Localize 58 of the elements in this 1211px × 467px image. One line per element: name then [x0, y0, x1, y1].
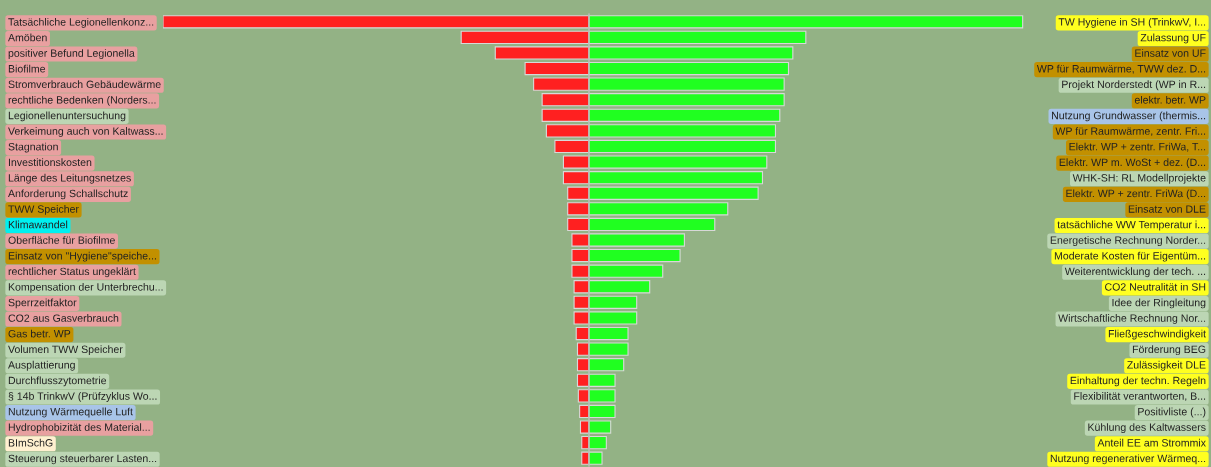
- y-tick-label: Elektr. WP m. WoSt + dez. (D...: [1059, 158, 1206, 169]
- y-tick-label: Klimawandel: [8, 220, 68, 229]
- y-tick-label: Steuerung steuerbarer Lasten...: [8, 454, 157, 465]
- y-tick-label: CO2 aus Gasverbrauch: [8, 314, 119, 322]
- y-tick-label: Nutzung regenerativer Wärmeq...: [1050, 454, 1206, 465]
- y-tick-label: Anforderung Schallschutz: [8, 189, 128, 200]
- y-tick-label: Tatsächliche Legionellenkonz...: [8, 17, 154, 28]
- y-tick-label: tatsächliche WW Temperatur i...: [1057, 220, 1206, 231]
- y-tick-label: BImSchG: [8, 438, 53, 447]
- y-tick-label: WP für Raumwärme, zentr. Fri...: [1055, 127, 1206, 137]
- y-tick-label: Länge des Leitungsnetzes: [8, 173, 131, 184]
- y-tick-label: Stromverbrauch Gebäudewärme: [8, 80, 161, 89]
- y-tick-label: Flexibilität verantworten, B...: [1074, 392, 1206, 402]
- y-tick-label: Positivliste (...): [1138, 407, 1206, 418]
- y-tick-label: § 14b TrinkwV (Prüfzyklus Wo...: [8, 392, 157, 402]
- y-tick-label: Idee der Ringleitung: [1112, 298, 1206, 309]
- y-tick-label: Kompensation der Unterbrechu...: [8, 282, 163, 293]
- y-tick-label: CO2 Neutralität in SH: [1105, 282, 1206, 291]
- y-tick-label: Oberfläche für Biofilme: [8, 236, 115, 244]
- y-tick-label: Hydrophobizität des Material...: [8, 423, 150, 434]
- y-tick-label: Sperrzeitfaktor: [8, 298, 77, 309]
- y-tick-label: Fließgeschwindigkeit: [1108, 329, 1206, 340]
- y-tick-label: Einsatz von DLE: [1128, 205, 1206, 213]
- y-tick-label: Kühlung des Kaltwassers: [1088, 423, 1206, 434]
- y-tick-label: Moderate Kosten für Eigentüm...: [1054, 251, 1206, 262]
- y-tick-label: Biofilme: [8, 64, 46, 73]
- y-tick-label: Weiterentwicklung der tech. ...: [1064, 267, 1206, 278]
- y-tick-label: Förderung BEG: [1132, 345, 1206, 356]
- y-tick-label: Anteil EE am Strommix: [1097, 438, 1206, 447]
- y-tick-label: Energetische Rechnung Norder...: [1050, 236, 1206, 247]
- y-tick-label: Investitionskosten: [8, 158, 92, 166]
- y-tick-label: WHK-SH: RL Modellprojekte: [1072, 173, 1206, 184]
- y-tick-label: Amöben: [8, 33, 47, 42]
- y-tick-label: WP für Raumwärme, TWW dez. D...: [1036, 64, 1206, 74]
- y-tick-label: Gas betr. WP: [8, 329, 71, 338]
- y-tick-label: rechtliche Bedenken (Norders...: [8, 95, 156, 106]
- y-tick-label: rechtlicher Status ungeklärt: [8, 267, 136, 278]
- y-tick-label: Elektr. WP + zentr. FriWa, T...: [1069, 142, 1206, 152]
- y-tick-label: positiver Befund Legionella: [8, 49, 135, 59]
- y-tick-label: Einhaltung der techn. Regeln: [1070, 376, 1206, 387]
- y-tick-label: elektr. betr. WP: [1134, 95, 1206, 104]
- y-tick-label: TWW Speicher: [8, 205, 79, 215]
- y-tick-label: Durchflusszytometrie: [8, 376, 107, 387]
- y-tick-label: Projekt Norderstedt (WP in R...: [1062, 80, 1206, 91]
- y-tick-label: Elektr. WP + zentr. FriWa (D...: [1066, 189, 1206, 200]
- y-tick-label: Legionellenuntersuchung: [8, 111, 126, 122]
- y-tick-label: Stagnation: [8, 142, 58, 153]
- y-tick-label: Einsatz von UF: [1135, 49, 1206, 57]
- y-tick-label: Nutzung Wärmequelle Luft: [8, 407, 133, 418]
- y-tick-label: Zulassung UF: [1140, 33, 1206, 44]
- y-tick-label: Volumen TWW Speicher: [8, 345, 123, 356]
- y-tick-label: Wirtschaftliche Rechnung Nor...: [1058, 314, 1206, 324]
- y-tick-label: Nutzung Grundwasser (thermis...: [1052, 111, 1206, 122]
- y-tick-label: TW Hygiene in SH (TrinkwV, I...: [1058, 17, 1206, 28]
- y-tick-label: Zulässigkeit DLE: [1127, 360, 1206, 371]
- y-tick-label: Ausplattierung: [8, 360, 75, 371]
- y-tick-label: Einsatz von "Hygiene"speiche...: [8, 251, 156, 262]
- y-tick-label: Verkeimung auch von Kaltwass...: [8, 127, 163, 137]
